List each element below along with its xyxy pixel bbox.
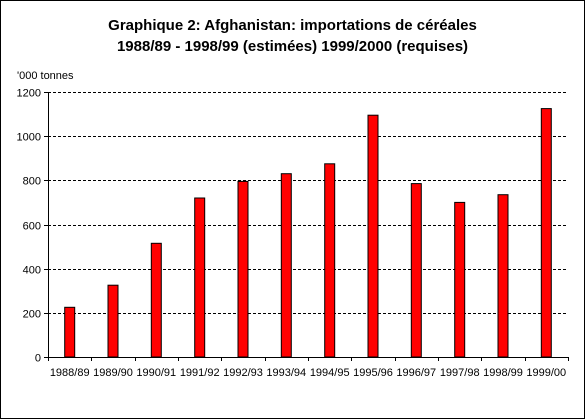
x-tick-label: 1989/90 [93, 367, 133, 379]
x-tick-label: 1995/96 [353, 367, 393, 379]
y-tick-label: 0 [35, 353, 41, 365]
bar [367, 114, 379, 358]
bar [194, 197, 206, 358]
y-tick-label: 200 [23, 309, 41, 321]
bars [64, 108, 552, 358]
y-tick-label: 400 [23, 265, 41, 277]
bar [64, 306, 76, 358]
bar [280, 173, 292, 358]
y-tick-label: 1000 [17, 132, 41, 144]
bar [497, 194, 509, 358]
y-tick-label: 800 [23, 176, 41, 188]
x-tick-label: 1993/94 [266, 367, 306, 379]
gridlines [48, 92, 568, 314]
x-tick-label: 1991/92 [180, 367, 220, 379]
y-axis-unit-label: '000 tonnes [17, 70, 74, 82]
x-tick-label: 1996/97 [396, 367, 436, 379]
bar [324, 163, 336, 358]
x-tick-label: 1994/95 [310, 367, 350, 379]
bar [410, 183, 422, 358]
x-tick-label: 1992/93 [223, 367, 263, 379]
bar [454, 201, 466, 358]
bar [237, 180, 249, 358]
bar [150, 242, 162, 358]
bar [540, 108, 552, 358]
bar [107, 284, 119, 358]
x-tick-label: 1998/99 [483, 367, 523, 379]
chart-subtitle: 1988/89 - 1998/99 (estimées) 1999/2000 (… [116, 38, 469, 55]
axes [44, 92, 569, 361]
y-tick-label: 600 [23, 221, 41, 233]
y-tick-labels: 0 200 400 600 800 1000 1200 [17, 88, 41, 365]
x-tick-label: 1990/91 [136, 367, 176, 379]
x-tick-labels: 1988/89 1989/90 1990/91 1991/92 1992/93 1993/… [50, 367, 566, 379]
y-tick-label: 1200 [17, 88, 41, 100]
x-tick-label: 1988/89 [50, 367, 90, 379]
x-tick-label: 1997/98 [440, 367, 480, 379]
chart-title: Graphique 2: Afghanistan: importations d… [108, 17, 477, 34]
x-tick-label: 1999/00 [526, 367, 566, 379]
